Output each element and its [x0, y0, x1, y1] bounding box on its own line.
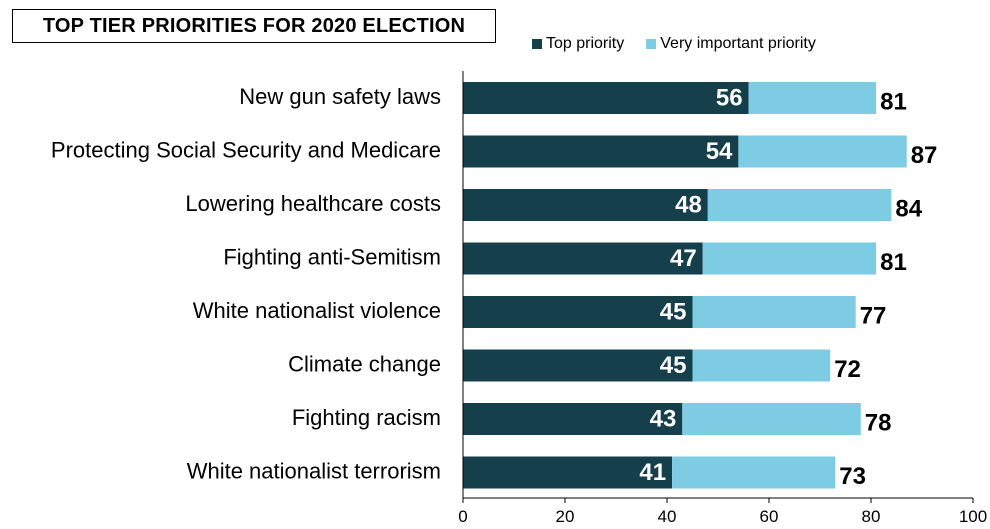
data-label-total: 72 — [834, 356, 861, 383]
bar-top-priority — [463, 189, 708, 221]
bar-top-priority — [463, 456, 673, 489]
data-label-top-priority: 45 — [660, 298, 687, 325]
bar-very-important — [748, 82, 877, 114]
legend: Top priority Very important priority — [532, 35, 838, 53]
category-label: Fighting racism — [292, 405, 441, 430]
x-tick-label: 60 — [760, 507, 779, 526]
x-tick-label: 100 — [959, 507, 987, 526]
bar-very-important — [692, 349, 831, 382]
category-label: White nationalist terrorism — [187, 458, 441, 483]
bar-very-important — [672, 456, 836, 489]
x-tick-label: 80 — [862, 507, 881, 526]
x-tick-label: 40 — [658, 507, 677, 526]
data-label-top-priority: 45 — [660, 352, 687, 379]
data-label-total: 73 — [839, 463, 866, 490]
data-label-top-priority: 43 — [650, 405, 677, 432]
bar-very-important — [682, 403, 861, 435]
data-label-top-priority: 54 — [706, 138, 733, 165]
x-tick-label: 20 — [556, 507, 575, 526]
legend-label-top-priority: Top priority — [546, 35, 625, 52]
data-label-total: 87 — [911, 142, 938, 169]
data-label-top-priority: 48 — [675, 191, 702, 218]
bar-top-priority — [463, 349, 693, 382]
bar-top-priority — [463, 82, 749, 114]
chart-title: TOP TIER PRIORITIES FOR 2020 ELECTION — [12, 9, 496, 43]
data-label-total: 78 — [865, 409, 892, 436]
data-label-top-priority: 41 — [639, 459, 666, 486]
bar-very-important — [738, 135, 907, 168]
bar-top-priority — [463, 135, 739, 168]
data-label-total: 77 — [860, 302, 887, 329]
category-label: Climate change — [288, 351, 441, 376]
bar-top-priority — [463, 296, 693, 328]
data-label-total: 81 — [880, 249, 907, 276]
bar-very-important — [707, 189, 892, 221]
category-label: New gun safety laws — [239, 84, 441, 109]
data-label-total: 84 — [895, 195, 922, 222]
data-label-top-priority: 47 — [670, 245, 697, 272]
data-label-total: 81 — [880, 88, 907, 115]
bar-top-priority — [463, 403, 683, 435]
bar-very-important — [692, 296, 856, 328]
category-label: Protecting Social Security and Medicare — [51, 137, 441, 162]
category-label: Fighting anti-Semitism — [223, 244, 441, 269]
legend-item-very-important: Very important priority — [646, 35, 816, 53]
legend-label-very-important: Very important priority — [660, 35, 816, 52]
bar-very-important — [702, 242, 877, 275]
bar-top-priority — [463, 242, 703, 275]
category-label: White nationalist violence — [193, 298, 441, 323]
legend-item-top-priority: Top priority — [532, 35, 624, 53]
data-label-top-priority: 56 — [716, 84, 743, 111]
legend-swatch-top-priority — [532, 39, 542, 49]
category-label: Lowering healthcare costs — [185, 191, 441, 216]
x-tick-label: 0 — [458, 507, 467, 526]
legend-swatch-very-important — [646, 39, 657, 49]
